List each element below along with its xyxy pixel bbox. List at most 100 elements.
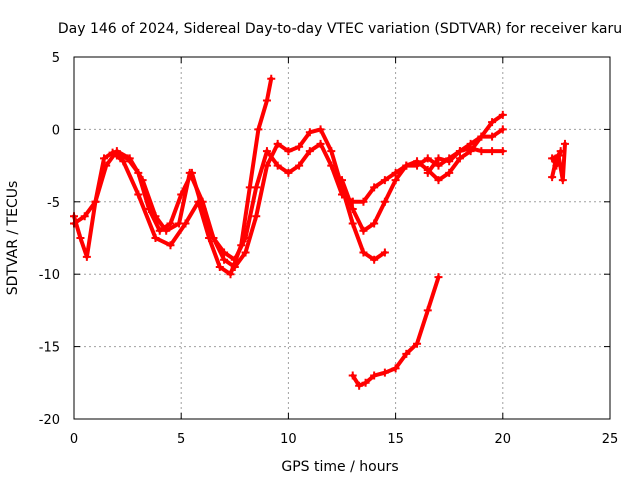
x-tick-label: 0 (70, 432, 78, 447)
data-point-marker (273, 161, 282, 170)
data-point-marker (230, 262, 239, 271)
data-point-marker (252, 183, 261, 192)
data-point-marker (413, 161, 422, 170)
series-line (350, 275, 441, 388)
data-point-marker (455, 147, 464, 156)
data-point-marker (402, 349, 411, 358)
data-point-marker (391, 176, 400, 185)
data-point-marker (226, 270, 235, 279)
data-point-marker (445, 157, 454, 166)
y-tick-label: 5 (52, 51, 60, 66)
data-point-marker (252, 212, 261, 221)
data-point-marker (380, 176, 389, 185)
data-point-marker (338, 176, 346, 185)
data-point-marker (295, 161, 304, 170)
y-tick-label: -20 (39, 413, 60, 428)
data-point-marker (370, 255, 379, 264)
data-point-marker (556, 147, 565, 156)
x-tick-labels: 0 5 10 15 20 25 (70, 432, 618, 447)
data-point-marker (262, 96, 271, 105)
series-track-8 (548, 139, 569, 185)
x-axis-label: GPS time / hours (281, 459, 398, 475)
data-point-marker (267, 74, 276, 83)
data-point-marker (370, 219, 379, 228)
data-point-marker (230, 255, 239, 264)
data-point-marker (241, 248, 250, 257)
data-point-marker (177, 190, 186, 199)
data-point-marker (348, 205, 357, 214)
y-tick-label: -5 (47, 196, 60, 211)
data-point-marker (166, 241, 175, 250)
data-point-marker (305, 147, 314, 156)
data-point-marker (423, 154, 432, 163)
series-track-1 (70, 74, 276, 279)
series-line (340, 112, 505, 233)
data-point-marker (445, 168, 454, 177)
data-point-marker (370, 183, 379, 192)
data-point-marker (488, 132, 497, 141)
chart-title: Day 146 of 2024, Sidereal Day-to-day VTE… (58, 21, 622, 37)
plot-frame (73, 56, 611, 420)
data-point-marker (558, 176, 567, 185)
data-point-marker (434, 176, 443, 185)
data-point-marker (80, 212, 89, 221)
y-tick-label: 0 (52, 123, 60, 138)
series-line (72, 127, 387, 269)
y-axis-label: SDTVAR / TECUs (5, 181, 21, 296)
data-point-marker (100, 154, 109, 163)
x-tick-label: 10 (280, 432, 297, 447)
data-point-marker (423, 306, 432, 315)
data-point-marker (305, 128, 314, 137)
data-point-marker (187, 168, 196, 177)
data-point-marker (348, 371, 357, 380)
data-point-marker (370, 371, 379, 380)
axis-ticks (73, 56, 611, 420)
data-point-marker (548, 173, 557, 182)
data-point-marker (552, 161, 561, 170)
data-point-marker (262, 147, 271, 156)
data-point-marker (434, 161, 443, 170)
data-point-marker (560, 139, 569, 148)
data-point-marker (380, 197, 389, 206)
data-point-marker (327, 161, 336, 170)
data-point-marker (145, 205, 154, 214)
data-point-marker (220, 248, 229, 257)
series-line (550, 141, 567, 183)
data-point-marker (348, 197, 357, 206)
data-point-marker (498, 147, 507, 156)
data-point-marker (498, 125, 507, 134)
data-point-marker (123, 154, 132, 163)
data-point-marker (338, 190, 346, 199)
data-point-marker (355, 381, 364, 390)
data-point-marker (554, 151, 563, 160)
data-point-marker (477, 132, 486, 141)
data-point-marker (361, 378, 370, 387)
data-point-marker (391, 168, 400, 177)
data-point-marker (151, 234, 160, 242)
data-point-marker (316, 139, 325, 148)
data-point-marker (134, 168, 143, 177)
data-point-marker (477, 147, 486, 156)
data-point-marker (548, 154, 557, 163)
series-track-6 (423, 125, 507, 177)
data-point-marker (359, 248, 368, 257)
data-point-marker (220, 255, 229, 264)
data-point-marker (380, 368, 389, 377)
data-point-marker (76, 234, 85, 242)
data-point-marker (434, 273, 443, 282)
data-point-marker (166, 219, 175, 228)
data-point-marker (434, 154, 443, 163)
data-point-marker (348, 219, 357, 228)
data-point-marker (284, 168, 293, 177)
data-point-marker (241, 234, 250, 242)
data-point-marker (215, 262, 224, 271)
data-point-marker (82, 252, 91, 261)
x-tick-label: 5 (177, 432, 185, 447)
y-tick-label: -10 (39, 268, 60, 283)
data-point-marker (254, 125, 263, 134)
data-point-marker (498, 110, 507, 119)
data-series (70, 74, 569, 390)
x-tick-label: 25 (602, 432, 619, 447)
data-point-marker (198, 205, 207, 214)
x-tick-label: 20 (495, 432, 512, 447)
